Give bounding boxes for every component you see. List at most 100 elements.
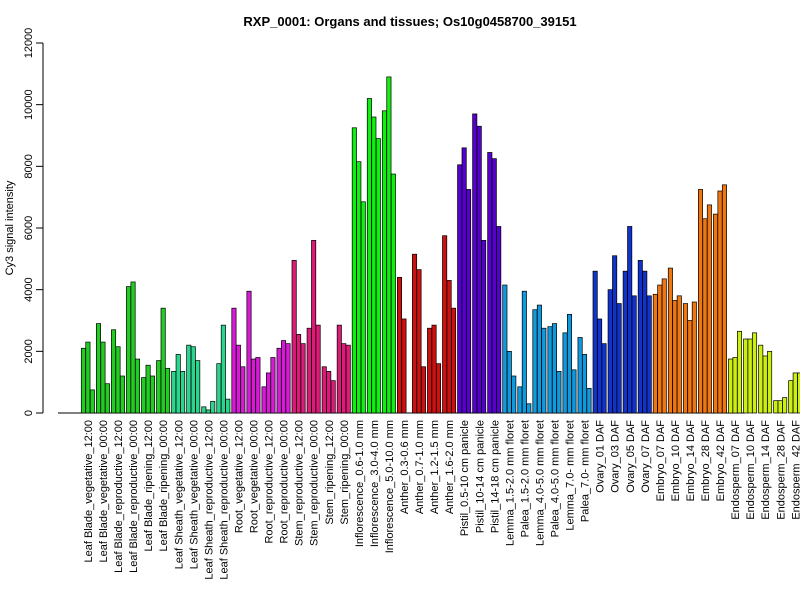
- bar: [431, 324, 437, 414]
- bar: [375, 138, 381, 414]
- bar: [381, 110, 387, 414]
- bar: [255, 357, 261, 414]
- bar: [412, 253, 418, 414]
- bar: [782, 397, 788, 414]
- x-tick-label: Embryo_07 DAF: [655, 420, 667, 502]
- bar: [186, 344, 192, 414]
- bar: [216, 363, 222, 414]
- bar: [326, 371, 332, 414]
- x-tick-label: Stem_reproductive_00:00: [309, 420, 321, 546]
- x-tick-label: Leaf Blade_vegetative_12:00: [83, 420, 95, 563]
- bar: [577, 337, 583, 414]
- bar: [732, 357, 738, 414]
- bar: [582, 354, 588, 414]
- bar: [767, 350, 773, 414]
- bar: [607, 289, 613, 414]
- bar: [306, 327, 312, 414]
- y-tick-label: 6000: [23, 216, 35, 240]
- bar: [687, 320, 693, 414]
- bar: [356, 161, 362, 414]
- bar: [160, 307, 166, 414]
- bar: [261, 386, 267, 414]
- bar: [165, 367, 171, 414]
- bar: [466, 189, 472, 414]
- bar: [517, 386, 523, 414]
- bar: [145, 364, 151, 414]
- bar: [597, 318, 603, 414]
- bar: [476, 125, 482, 414]
- x-tick-label: Root_reproductive_12:00: [264, 420, 276, 544]
- x-tick-label: Anther_1.6-2.0 mm: [444, 420, 456, 514]
- x-tick-label: Root_vegetative_12:00: [233, 420, 245, 533]
- bar: [190, 346, 196, 414]
- x-tick-label: Lemma_7.0- mm floret: [565, 420, 577, 531]
- bar: [697, 189, 703, 414]
- x-tick-label: Leaf Sheath_vegetative_12:00: [173, 420, 185, 569]
- bar: [231, 307, 237, 414]
- bar: [386, 76, 392, 414]
- x-tick-label: Root_vegetative_00:00: [249, 420, 261, 533]
- bar: [436, 363, 442, 414]
- bar: [566, 313, 572, 414]
- bar: [119, 375, 125, 414]
- bar: [481, 239, 487, 414]
- bars-group: [80, 76, 800, 414]
- x-tick-label: Inflorescence_3.0-4.0 mm: [369, 420, 381, 547]
- bar: [246, 290, 252, 414]
- bar: [532, 309, 538, 414]
- x-tick-label: Endosperm_07 DAF: [730, 420, 742, 520]
- bar: [180, 371, 186, 414]
- bar: [80, 347, 86, 414]
- x-tick-label: Anther_0.3-0.6 mm: [399, 420, 411, 514]
- x-tick-label: Stem_ripening_12:00: [324, 420, 336, 525]
- x-tick-label: Leaf Blade_ripening_12:00: [143, 420, 155, 552]
- x-tick-label: Endosperm_10 DAF: [745, 420, 757, 520]
- bar: [390, 173, 396, 414]
- x-tick-label: Lemma_4.0-5.0 mm floret: [534, 420, 546, 546]
- bar: [667, 267, 673, 414]
- x-tick-label: Endosperm_42 DAF: [790, 420, 800, 520]
- category-labels: Leaf Blade_vegetative_12:00 Leaf Blade_ve…: [83, 420, 800, 580]
- x-tick-label: Leaf Blade_vegetative_00:00: [98, 420, 110, 563]
- bar: [536, 304, 542, 414]
- x-tick-label: Embryo_28 DAF: [700, 420, 712, 502]
- bar: [672, 300, 678, 414]
- bar: [250, 358, 256, 414]
- bar: [141, 377, 147, 414]
- x-tick-label: Palea_7.0- mm floret: [580, 420, 592, 522]
- bar: [100, 341, 106, 414]
- y-axis: 0 2000 4000 6000 8000 10000 12000: [23, 28, 44, 416]
- bar: [721, 184, 727, 414]
- bar: [296, 334, 302, 414]
- bar: [496, 226, 502, 414]
- x-tick-label: Leaf Blade_reproductive_12:00: [113, 420, 125, 573]
- x-tick-label: Inflorescence_0.6-1.0 mm: [354, 420, 366, 547]
- y-axis-label: Cy3 signal intensity: [4, 180, 16, 275]
- bar: [210, 400, 216, 414]
- bar: [661, 278, 667, 414]
- x-tick-label: Root_reproductive_00:00: [279, 420, 291, 544]
- x-tick-label: Embryo_42 DAF: [715, 420, 727, 502]
- bar: [713, 213, 719, 414]
- bar: [360, 201, 366, 414]
- x-tick-label: Ovary_07 DAF: [640, 420, 652, 493]
- bar: [126, 286, 132, 414]
- bar: [451, 307, 457, 414]
- bar: [736, 330, 742, 414]
- x-tick-label: Leaf Sheath_vegetative_00:00: [188, 420, 200, 569]
- bar: [235, 344, 241, 414]
- bar: [652, 293, 658, 414]
- x-tick-label: Pistil_14-18 cm panicle: [489, 420, 501, 533]
- bar: [472, 113, 478, 414]
- bar: [622, 270, 628, 414]
- bar: [637, 260, 643, 414]
- bar: [315, 324, 321, 414]
- bar: [311, 239, 317, 414]
- bar: [728, 358, 734, 414]
- bar: [416, 269, 422, 414]
- bar: [427, 327, 433, 414]
- x-tick-label: Leaf Sheath_reproductive_00:00: [218, 420, 230, 580]
- bar: [502, 284, 508, 414]
- x-tick-label: Stem_reproductive_12:00: [294, 420, 306, 546]
